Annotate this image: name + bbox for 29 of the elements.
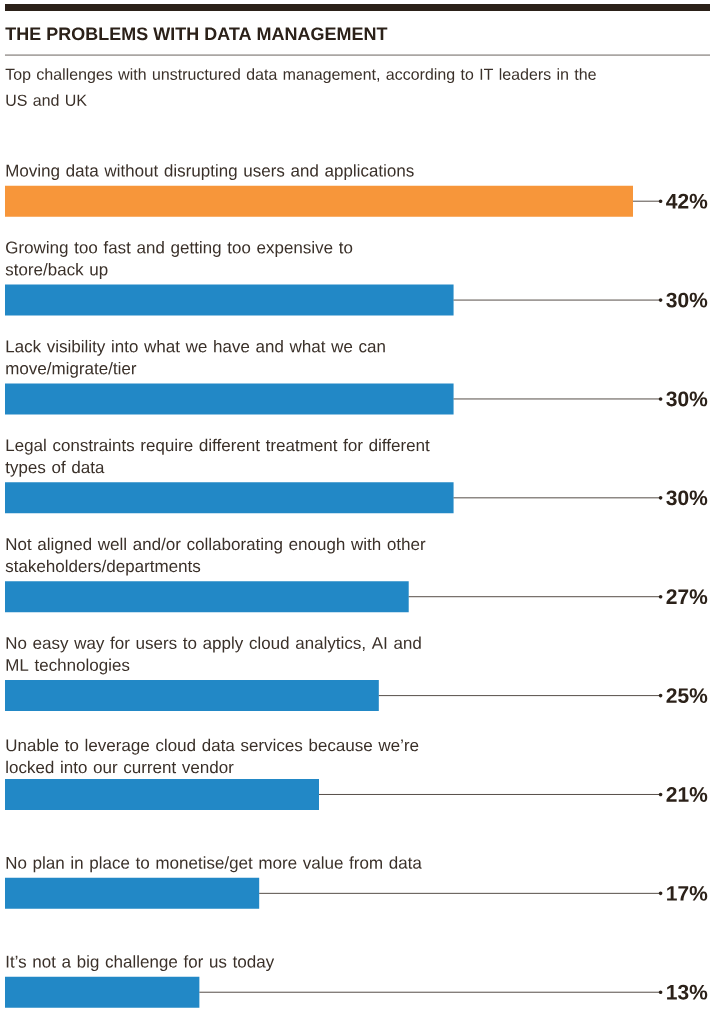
y-tick-label: Growing too fast and getting too expensive to store/back up — [5, 241, 353, 279]
bar — [5, 680, 379, 712]
bar — [5, 284, 454, 316]
bar — [5, 482, 454, 514]
chart-title: THE PROBLEMS WITH DATA MANAGEMENT — [5, 27, 388, 41]
data-label: 13% — [667, 984, 708, 1000]
y-tick-label: No plan in place to monetise/get more value from data — [6, 856, 422, 873]
y-tick-label: Unable to leverage cloud data services because we’re locked into our current vendor — [6, 738, 419, 774]
data-label: 30% — [666, 490, 708, 506]
data-label: 27% — [666, 589, 708, 605]
bar — [5, 185, 634, 217]
data-label: 21% — [666, 787, 708, 802]
chart-subtitle: Top challenges with unstructured data management, according to IT leaders in the US and UK — [5, 68, 596, 106]
bar — [5, 581, 409, 613]
y-tick-label: No easy way for users to apply cloud analytics, AI and ML technologies — [6, 636, 421, 675]
bar — [5, 383, 454, 415]
y-tick-label: Moving data without disrupting users and applications — [6, 164, 414, 180]
bar — [5, 778, 319, 810]
data-label: 25% — [666, 688, 708, 704]
y-tick-label: Lack visibility into what we have and what we can move/migrate/tier — [6, 339, 385, 378]
data-label: 42% — [666, 193, 708, 209]
bar — [5, 976, 200, 1008]
data-label: 30% — [666, 391, 708, 407]
y-tick-label: It’s not a big challenge for us today — [6, 955, 275, 972]
y-tick-label: Not aligned well and/or collaborating enough with other stakeholders/departments — [5, 537, 426, 576]
y-tick-label: Legal constraints require different treatment for different types of data — [5, 438, 430, 477]
data-label: 17% — [667, 885, 708, 901]
bar — [5, 877, 260, 909]
data-label: 30% — [666, 292, 708, 308]
